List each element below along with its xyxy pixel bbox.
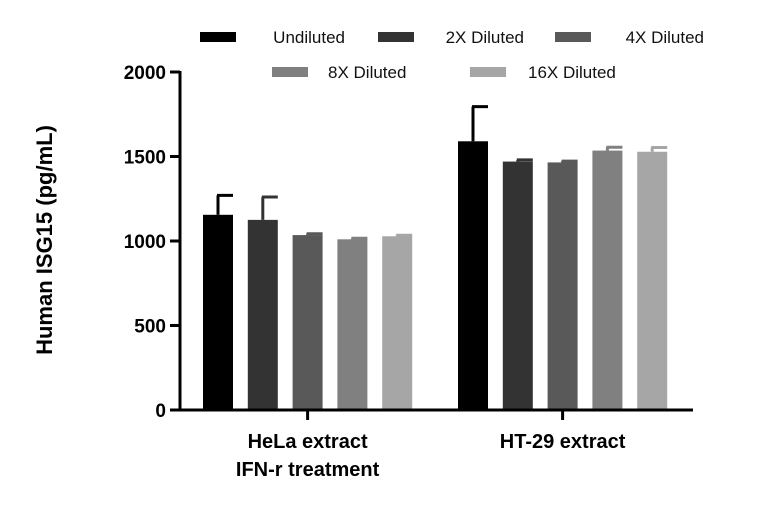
y-tick-label: 1500 bbox=[124, 148, 166, 169]
y-tick-label: 2000 bbox=[124, 63, 166, 84]
bar bbox=[292, 235, 323, 410]
y-tick-label: 500 bbox=[134, 317, 166, 338]
legend-label: 4X Diluted bbox=[626, 28, 704, 47]
bar bbox=[637, 151, 668, 410]
legend-swatch bbox=[378, 32, 414, 42]
y-tick-label: 1000 bbox=[124, 232, 166, 253]
y-axis-label: Human ISG15 (pg/mL) bbox=[32, 125, 57, 355]
bar bbox=[247, 219, 278, 410]
legend-swatch bbox=[555, 32, 591, 42]
x-category-label: HT-29 extract bbox=[500, 431, 626, 453]
axes: 0 500 1000 1500 2000 HeLa extract IFN-r treatm… bbox=[124, 63, 693, 481]
bar bbox=[592, 150, 623, 410]
legend-label: 8X Diluted bbox=[328, 63, 406, 82]
legend-label: Undiluted bbox=[273, 28, 345, 47]
legend-label: 16X Diluted bbox=[528, 63, 616, 82]
legend-swatch bbox=[200, 32, 236, 42]
bar bbox=[502, 161, 533, 410]
bar bbox=[458, 141, 488, 411]
x-category-label: HeLa extract bbox=[248, 431, 368, 453]
bar bbox=[382, 236, 413, 410]
legend: Undiluted 2X Diluted 4X Diluted 8X Diluted 1… bbox=[200, 28, 704, 82]
bar bbox=[203, 214, 233, 410]
y-tick-label: 0 bbox=[155, 401, 166, 422]
bar bbox=[337, 239, 368, 410]
legend-swatch bbox=[272, 67, 308, 77]
bars bbox=[203, 105, 668, 411]
x-category-label: IFN-r treatment bbox=[236, 459, 380, 481]
legend-label: 2X Diluted bbox=[446, 28, 524, 47]
legend-swatch bbox=[470, 67, 506, 77]
bar bbox=[547, 162, 578, 410]
